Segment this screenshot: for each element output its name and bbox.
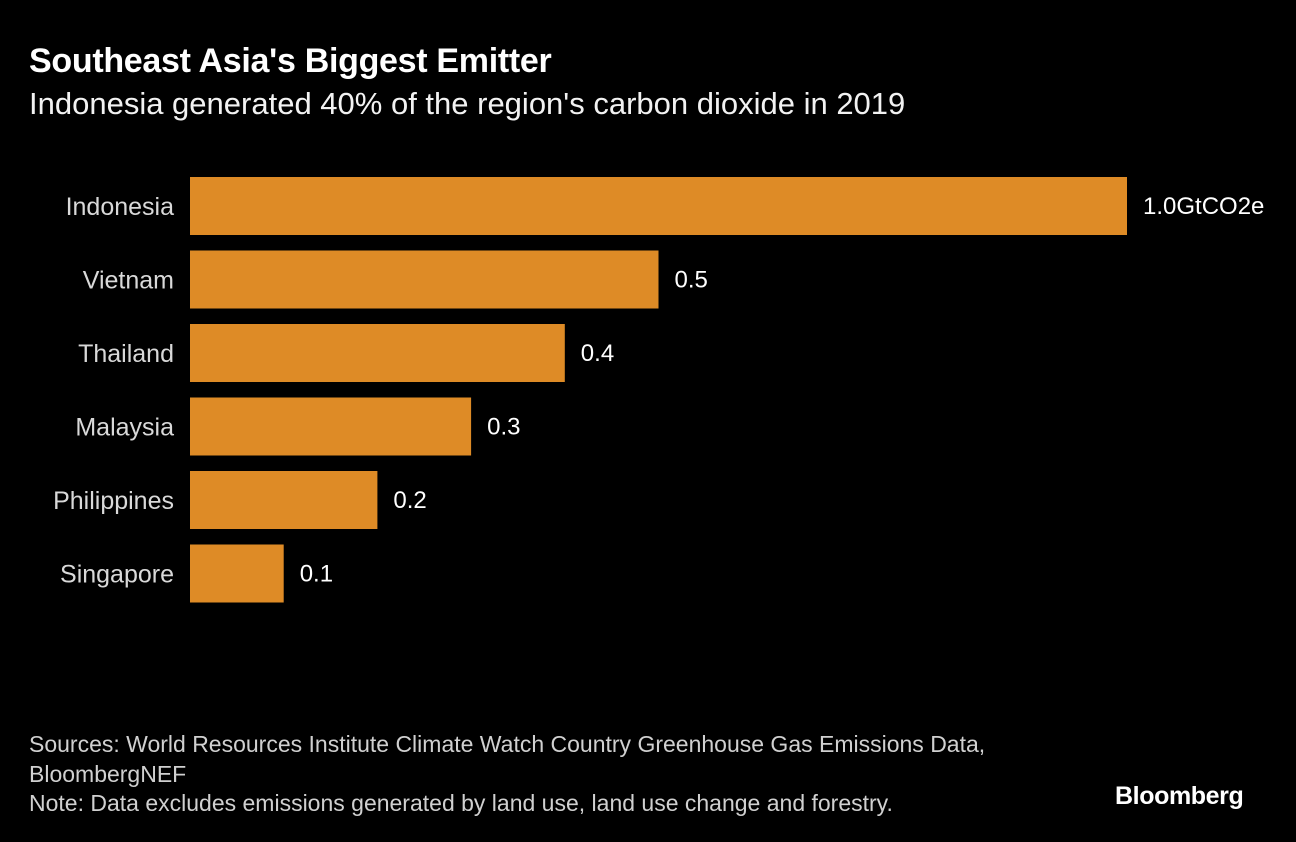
- bar-thailand: [190, 324, 565, 382]
- category-label: Indonesia: [66, 193, 175, 221]
- category-label: Thailand: [78, 340, 174, 368]
- bar-vietnam: [190, 250, 659, 309]
- bar-singapore: [190, 544, 284, 603]
- value-label: 0.5: [675, 267, 708, 294]
- category-label: Singapore: [60, 561, 174, 589]
- category-label: Philippines: [53, 487, 174, 515]
- value-label: 0.2: [393, 487, 426, 514]
- value-label: 0.4: [581, 340, 614, 367]
- chart-footer: Sources: World Resources Institute Clima…: [29, 730, 1089, 819]
- chart-subtitle: Indonesia generated 40% of the region's …: [29, 86, 906, 121]
- value-label: 1.0GtCO2e: [1143, 193, 1264, 220]
- category-label: Malaysia: [75, 414, 174, 442]
- bloomberg-logo: Bloomberg: [1115, 782, 1244, 810]
- category-label: Vietnam: [83, 267, 174, 295]
- chart-title: Southeast Asia's Biggest Emitter: [29, 42, 552, 80]
- bar-indonesia: [190, 177, 1127, 235]
- value-label: 0.1: [300, 561, 333, 588]
- note-text: Note: Data excludes emissions generated …: [29, 790, 893, 816]
- sources-text: Sources: World Resources Institute Clima…: [29, 731, 992, 787]
- value-label: 0.3: [487, 414, 520, 441]
- bar-philippines: [190, 471, 378, 529]
- bar-malaysia: [190, 397, 472, 456]
